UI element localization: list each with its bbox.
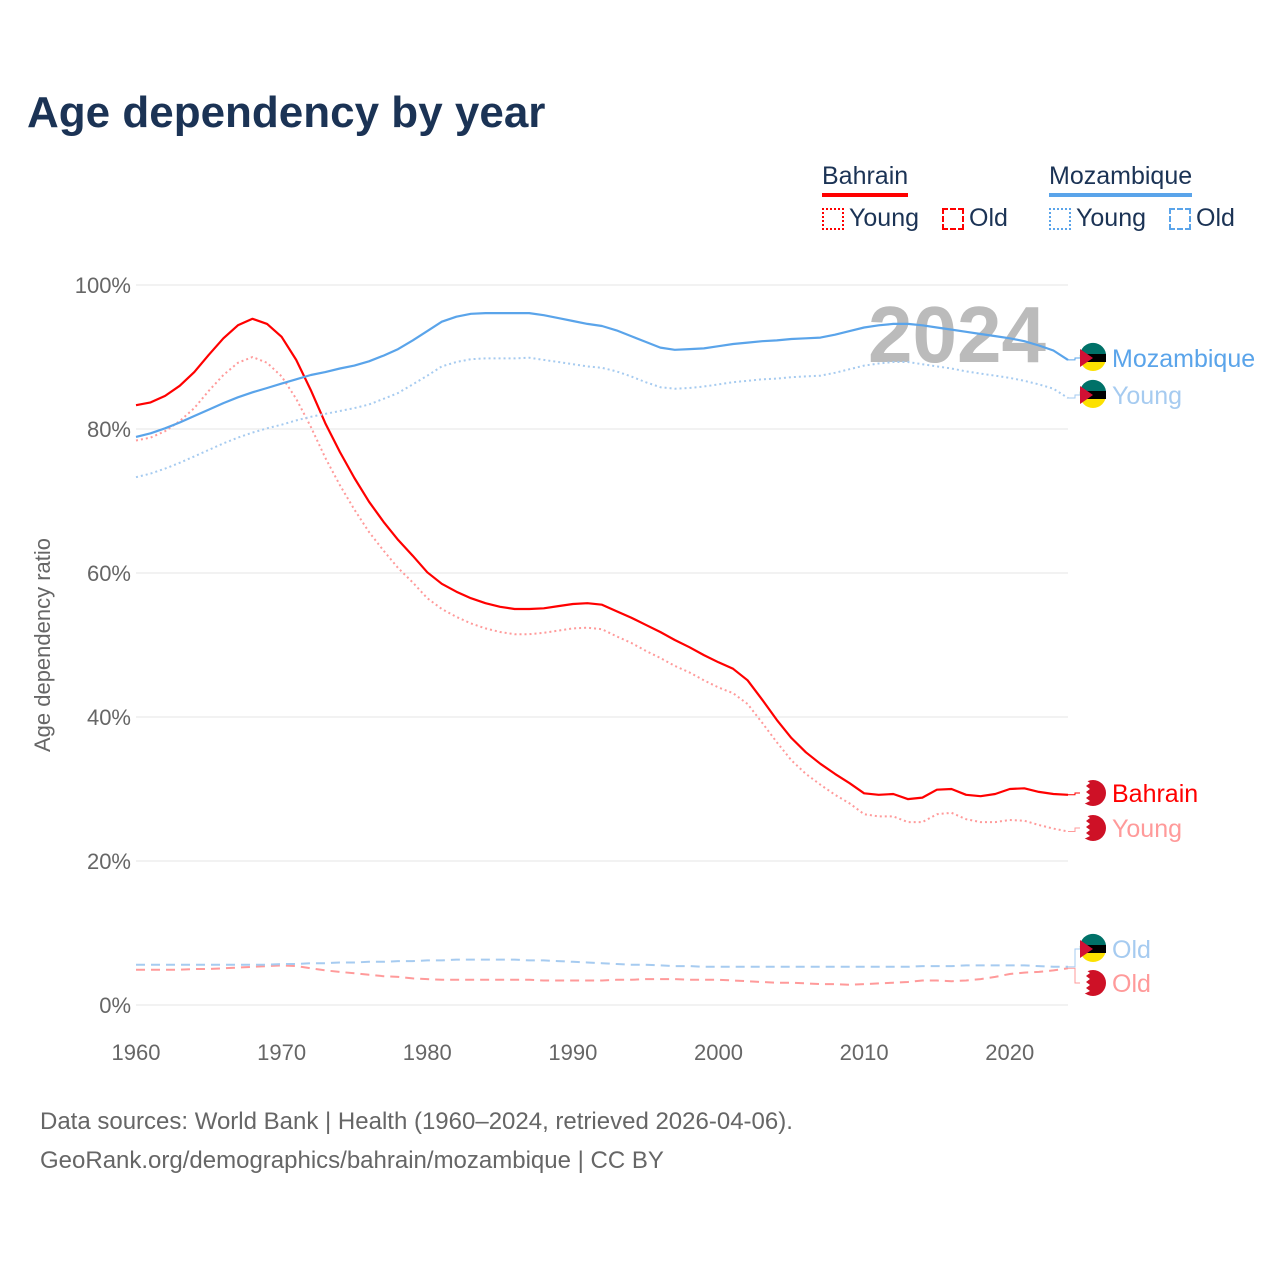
footer-sources: Data sources: World Bank | Health (1960–… — [40, 1108, 793, 1135]
label-leader-line — [1068, 948, 1080, 968]
legend-mozambique-old[interactable]: Old — [1169, 204, 1235, 233]
mozambique-flag-icon — [1083, 391, 1106, 399]
label-leader-line — [1068, 394, 1080, 399]
label-leader-line — [1068, 967, 1080, 984]
series-line-mozambique-young — [135, 356, 1069, 479]
page-title: Age dependency by year — [27, 88, 546, 137]
series-end-label: Mozambique — [1112, 345, 1255, 373]
series-line-bahrain — [135, 317, 1069, 801]
y-tick-label: 100% — [75, 273, 131, 298]
series-end-label: Old — [1112, 970, 1151, 998]
dotted-swatch-icon — [822, 207, 844, 230]
series-line-mozambique — [135, 312, 1069, 438]
x-tick-label: 2020 — [985, 1040, 1034, 1065]
legend-mozambique-header[interactable]: Mozambique — [1049, 162, 1193, 197]
year-watermark: 2024 — [868, 290, 1046, 379]
legend-label: Young — [849, 204, 919, 232]
series-end-label: Young — [1112, 815, 1182, 843]
label-leader-line — [1068, 827, 1080, 832]
y-axis-title: Age dependency ratio — [30, 538, 55, 752]
mozambique-flag-icon — [1079, 379, 1106, 395]
x-tick-label: 1970 — [257, 1040, 306, 1065]
legend-label: Old — [969, 204, 1008, 232]
mozambique-flag-icon — [1079, 342, 1106, 358]
legend-label: Old — [1196, 204, 1235, 232]
footer-link[interactable]: GeoRank.org/demographics/bahrain/mozambi… — [40, 1147, 664, 1174]
mozambique-flag-icon — [1083, 945, 1106, 953]
x-tick-label: 2000 — [694, 1040, 743, 1065]
mozambique-flag-icon — [1079, 933, 1106, 949]
x-tick-label: 1960 — [112, 1040, 161, 1065]
series-end-label: Bahrain — [1112, 780, 1198, 808]
bahrain-flag-icon — [1080, 815, 1090, 838]
x-tick-label: 1980 — [403, 1040, 452, 1065]
y-tick-label: 40% — [87, 705, 131, 730]
legend-bahrain-header[interactable]: Bahrain — [822, 162, 909, 197]
dashed-swatch-icon — [942, 207, 964, 230]
mozambique-flag-icon — [1080, 349, 1093, 367]
label-leader-line — [1068, 357, 1080, 361]
series-line-bahrain-young — [135, 356, 1069, 833]
y-tick-label: 0% — [99, 993, 131, 1018]
y-tick-label: 80% — [87, 417, 131, 442]
y-tick-label: 20% — [87, 849, 131, 874]
y-tick-label: 60% — [87, 561, 131, 586]
bahrain-flag-icon — [1080, 970, 1090, 993]
label-leader-line — [1068, 792, 1080, 796]
series-end-label: Young — [1112, 382, 1182, 410]
series-end-label: Old — [1112, 936, 1151, 964]
legend-bahrain-old[interactable]: Old — [942, 204, 1008, 233]
legend-label: Young — [1076, 204, 1146, 232]
bahrain-flag-icon — [1080, 780, 1090, 803]
mozambique-flag-icon — [1083, 354, 1106, 362]
dotted-swatch-icon — [1049, 207, 1071, 230]
mozambique-flag-icon — [1080, 940, 1093, 958]
legend-bahrain-young[interactable]: Young — [822, 204, 919, 233]
mozambique-flag-icon — [1080, 386, 1093, 404]
dashed-swatch-icon — [1169, 207, 1191, 230]
series-line-mozambique-old — [136, 958, 1068, 968]
x-tick-label: 2010 — [840, 1040, 889, 1065]
x-tick-label: 1990 — [548, 1040, 597, 1065]
series-line-bahrain-old — [136, 964, 1069, 986]
legend-mozambique-young[interactable]: Young — [1049, 204, 1146, 233]
